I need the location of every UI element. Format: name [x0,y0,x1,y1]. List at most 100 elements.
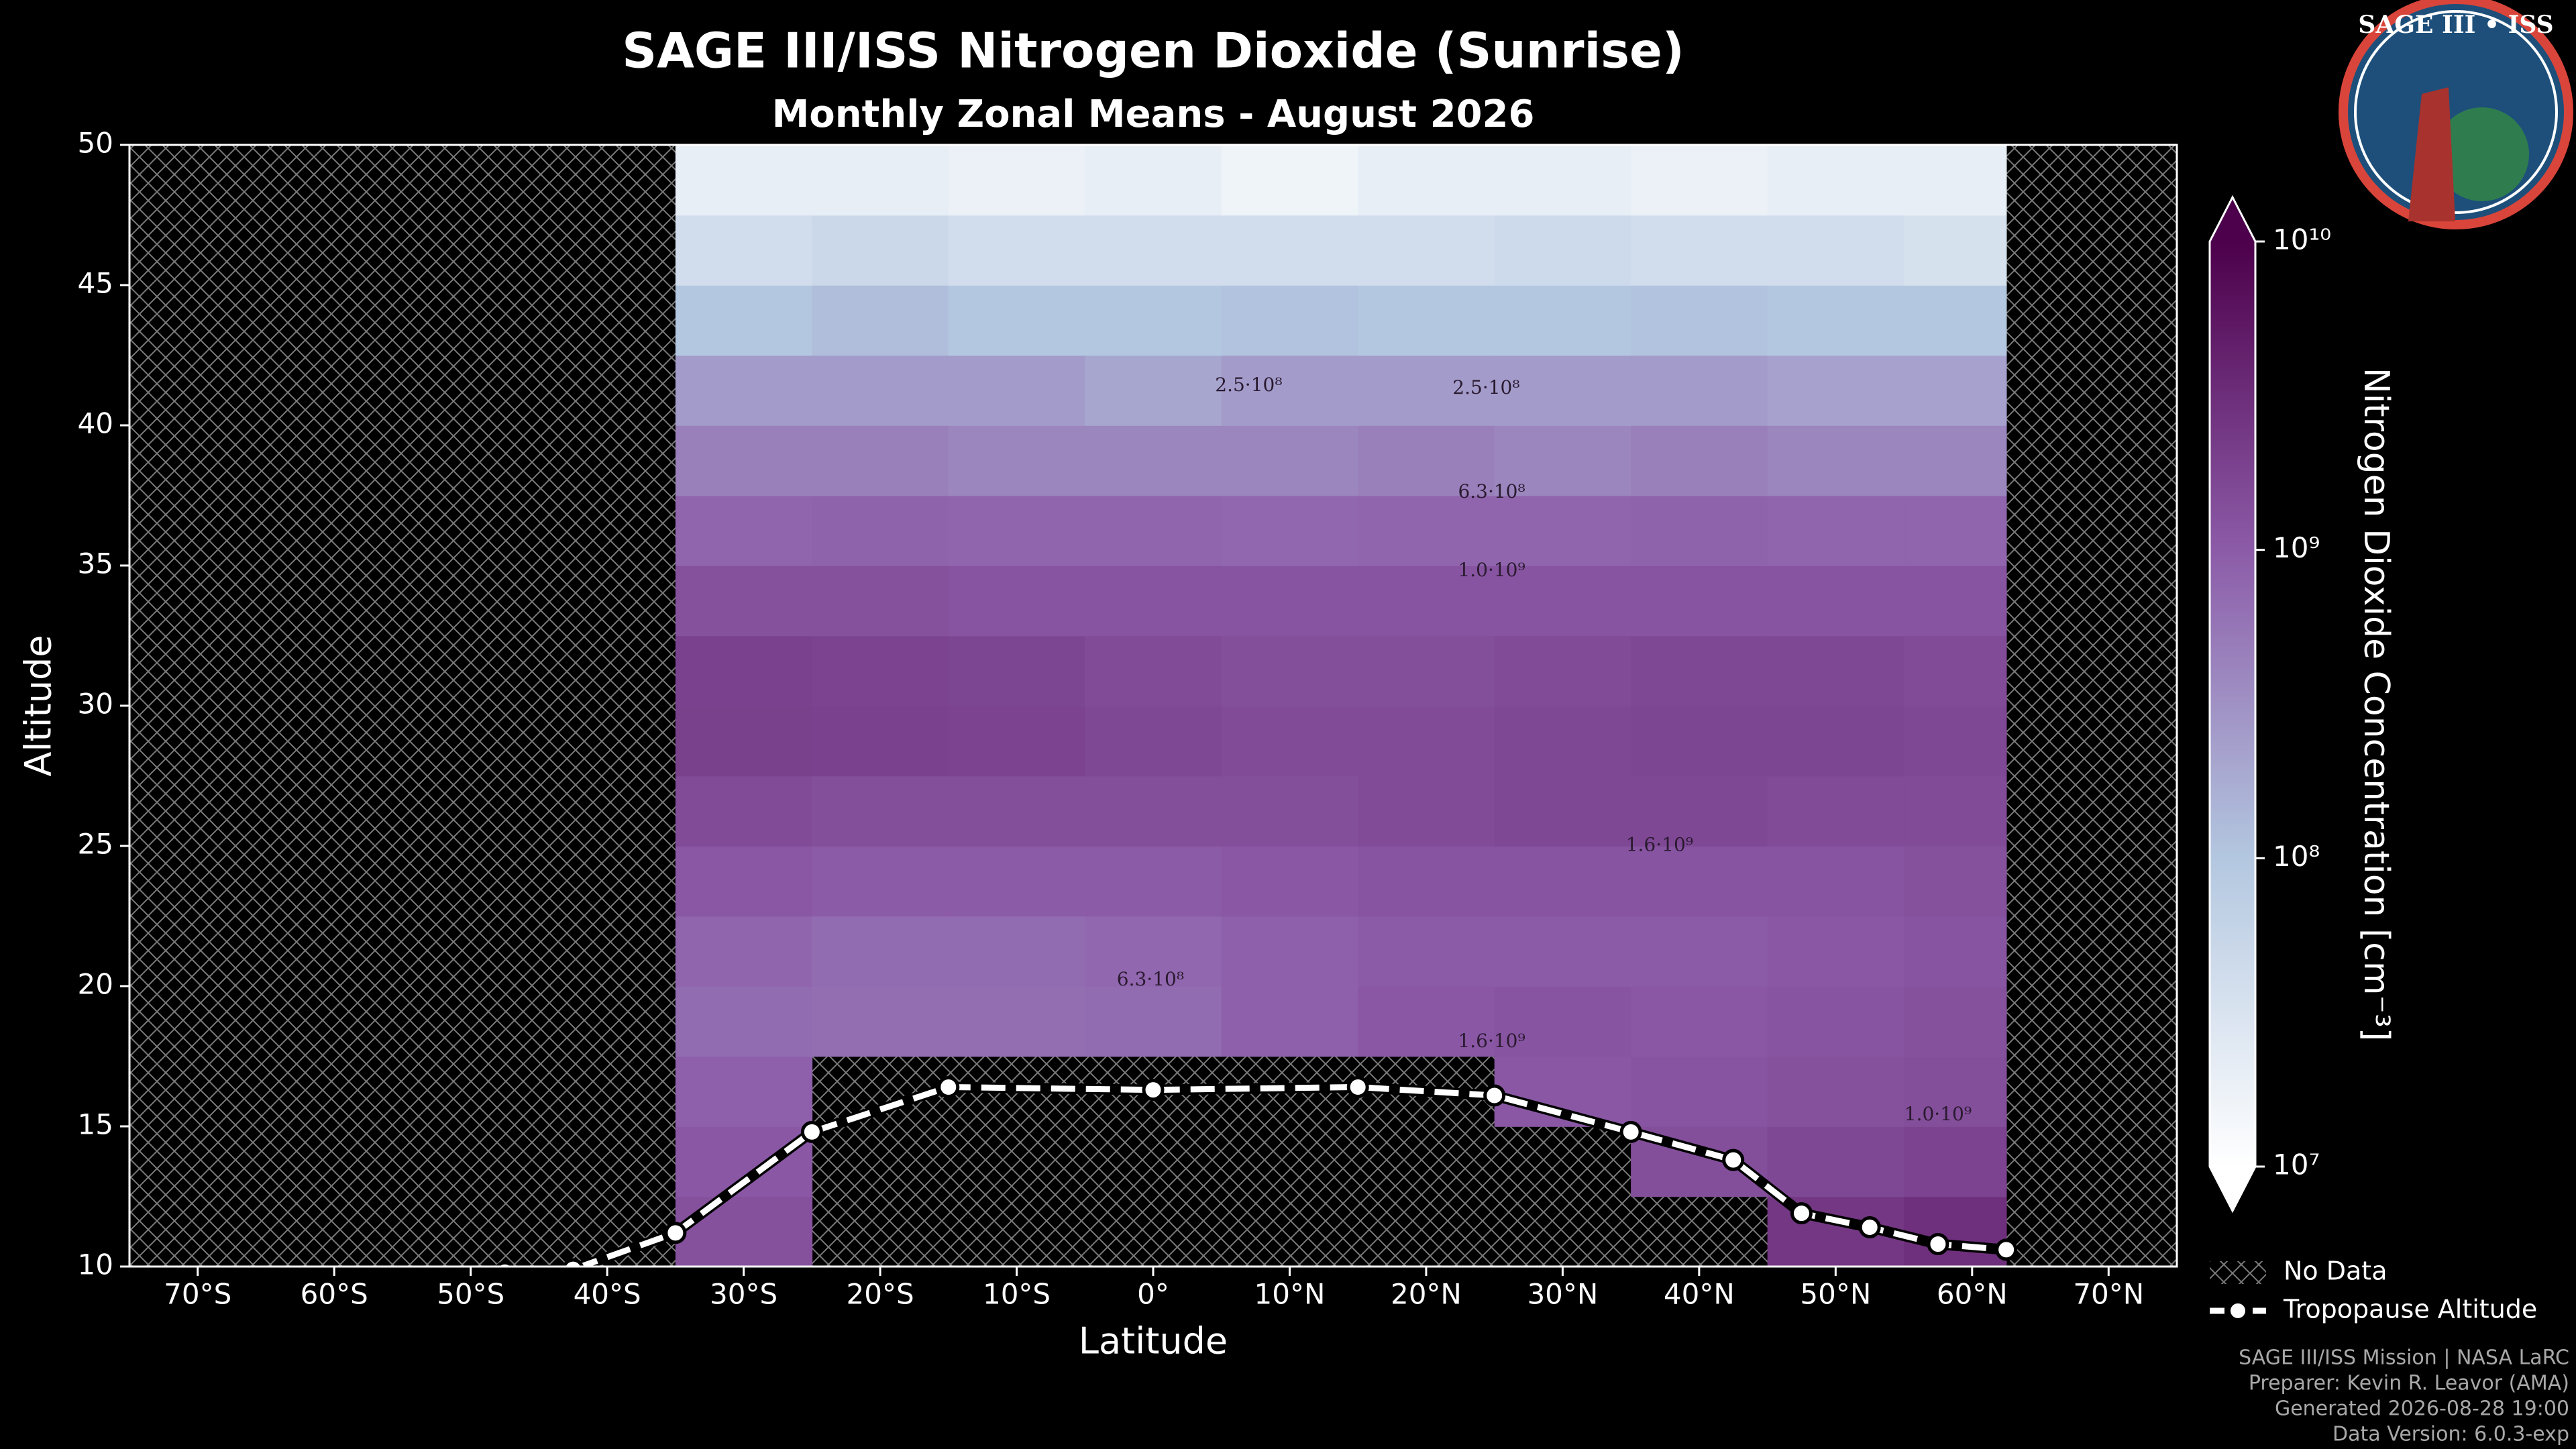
heatmap-cell [1494,846,1631,917]
heatmap-cell [675,916,813,987]
heatmap-cell [948,355,1086,426]
colorbar [2210,241,2255,1167]
heatmap-cell [1085,145,1222,216]
heatmap-cell [1631,706,1768,777]
tropopause-marker [1927,1233,1949,1256]
heatmap-cell [1904,285,2007,356]
heatmap-cell [812,846,949,917]
heatmap-cell [1221,355,1358,426]
heatmap-cell [812,425,949,496]
heatmap-cell [948,145,1086,216]
heatmap-cell [1767,355,1904,426]
tropopause [495,1075,2018,1267]
heatmap-cell [1767,775,1904,847]
heatmap-cell [1221,986,1358,1057]
x-tick-label: 10°S [983,1278,1051,1311]
heatmap-cell [1494,495,1631,566]
heatmap-cell [812,495,949,566]
colorbar-extend-top [2210,197,2255,241]
heatmap-cell [1494,986,1631,1057]
x-tick-label: 60°N [1937,1278,2008,1311]
tropopause-marker [937,1075,960,1098]
heatmap-cell [1085,215,1222,286]
heatmap-cell [675,986,813,1057]
logo: SAGE III • ISS [2339,0,2573,229]
heatmap-cell [1631,916,1768,987]
heatmap-cell [1494,425,1631,496]
heatmap-cell [1904,215,2007,286]
y-tick-label: 10 [78,1248,113,1281]
heatmap-cell [675,846,813,917]
heatmap-cell [1494,355,1631,426]
heatmap-cell [812,215,949,286]
tropopause-line-shadow [511,1081,2007,1267]
x-tick-label: 50°N [1800,1278,1871,1311]
heatmap [675,145,2007,1267]
heatmap-cell [1085,566,1222,637]
heatmap-cell [1904,355,2007,426]
y-tick-label: 40 [78,407,113,440]
heatmap-cell [1358,916,1495,987]
heatmap-cell [1767,215,1904,286]
heatmap-cell [1904,775,2007,847]
heatmap-cell [1358,846,1495,917]
footer-text: Preparer: Kevin R. Leavor (AMA) [2249,1372,2569,1395]
heatmap-cell [1631,775,1768,847]
y-tick-label: 15 [78,1108,113,1141]
legend-no-data-patch [2210,1261,2266,1284]
tropopause-marker [800,1120,823,1143]
logo-ring [2354,10,2558,214]
tropopause-marker [1995,1238,2018,1261]
tropopause-marker [562,1258,584,1267]
legend-label: No Data [2284,1256,2387,1286]
contour-label: 1.0·10⁹ [1904,1103,1972,1125]
heatmap-cell [675,1196,813,1267]
heatmap-cell [1767,916,1904,987]
heatmap-cell [675,425,813,496]
heatmap-cell [812,775,949,847]
heatmap-cell [948,635,1086,706]
contour-label: 1.0·10⁹ [1458,559,1525,581]
heatmap-cell [948,285,1086,356]
heatmap-cell [1631,566,1768,637]
x-tick-label: 10°N [1254,1278,1326,1311]
y-tick-label: 35 [78,547,113,580]
heatmap-cell [948,425,1086,496]
heatmap-cell [1767,986,1904,1057]
heatmap-cell [1767,1056,1904,1127]
heatmap-cell [948,566,1086,637]
logo-title: SAGE III • ISS [2358,11,2553,39]
heatmap-cell [675,285,813,356]
heatmap-cell [812,355,949,426]
colorbar-tick-label: 10¹⁰ [2273,223,2331,256]
heatmap-cell [1085,495,1222,566]
heatmap-cell [675,706,813,777]
heatmap-cell [1904,986,2007,1057]
heatmap-cell [1085,846,1222,917]
heatmap-cell [1631,355,1768,426]
y-tick-label: 45 [78,267,113,300]
heatmap-cell [1767,145,1904,216]
heatmap-cell [1631,635,1768,706]
heatmap-cell [1221,215,1358,286]
heatmap-cell [1221,775,1358,847]
x-tick-label: 30°N [1527,1278,1598,1311]
heatmap-cell [675,566,813,637]
heatmap-cell [1221,846,1358,917]
heatmap-cell [1358,706,1495,777]
x-tick-label: 20°S [847,1278,914,1311]
heatmap-cell [1494,566,1631,637]
heatmap-cell [948,495,1086,566]
heatmap-cell [1358,775,1495,847]
heatmap-cell [1494,215,1631,286]
heatmap-cell [1904,635,2007,706]
heatmap-cell [1904,495,2007,566]
heatmap-cell [1085,285,1222,356]
colorbar-label: Nitrogen Dioxide Concentration [cm⁻³] [2356,368,2396,1041]
contour-label: 1.6·10⁹ [1458,1030,1525,1052]
heatmap-cell [1631,846,1768,917]
tropopause-marker [1483,1084,1506,1107]
heatmap-cell [675,355,813,426]
heatmap-cell [1358,425,1495,496]
